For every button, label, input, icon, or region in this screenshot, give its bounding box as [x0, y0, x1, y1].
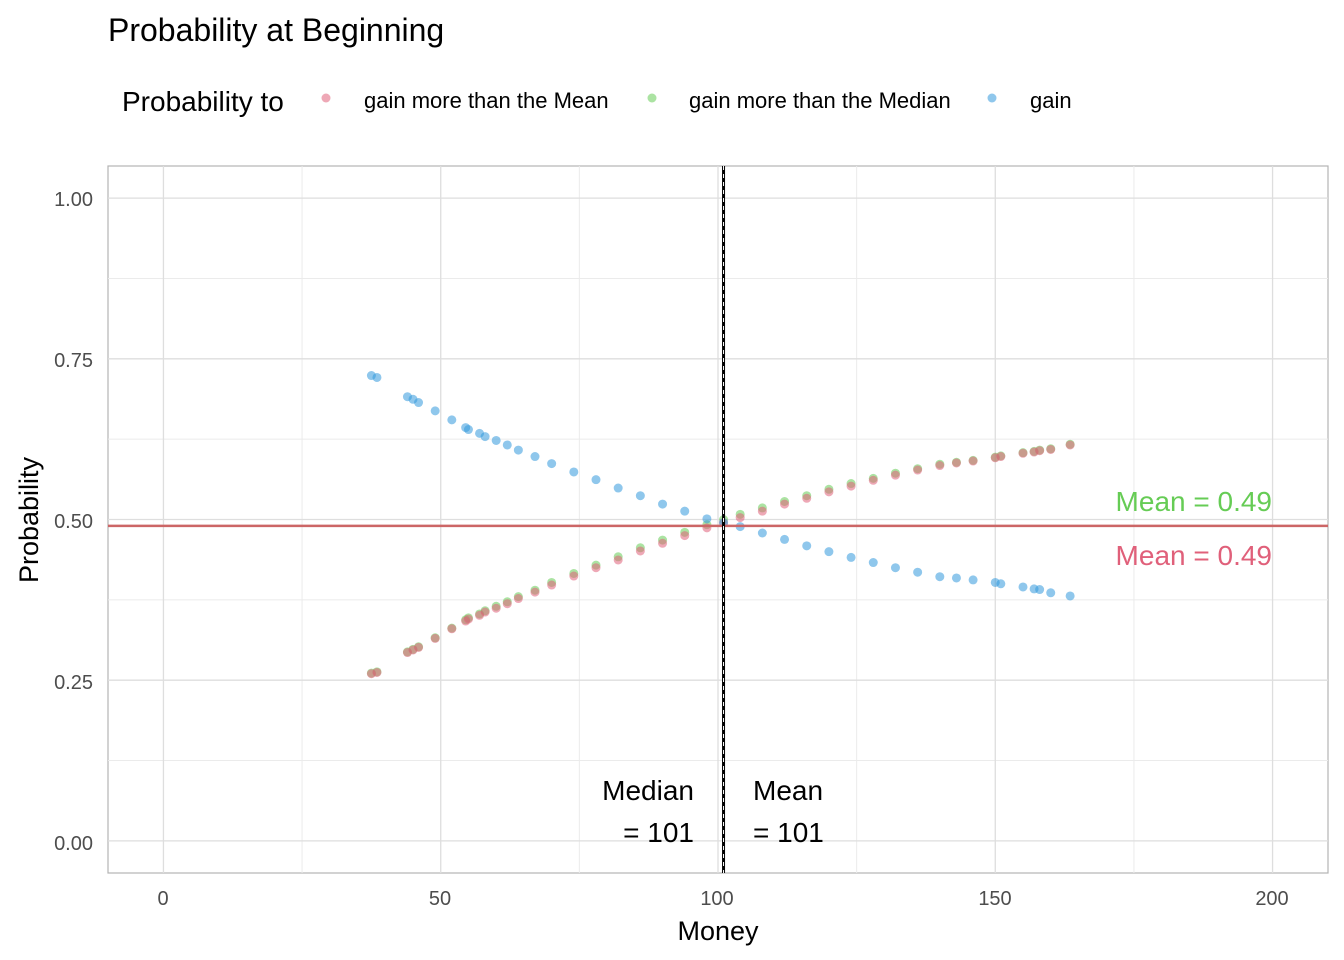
scatter-point	[658, 538, 668, 548]
scatter-point	[757, 506, 767, 516]
scatter-point	[613, 555, 623, 565]
scatter-point	[530, 587, 540, 597]
scatter-point	[702, 514, 712, 524]
scatter-point	[913, 567, 923, 577]
scatter-point	[868, 475, 878, 485]
scatter-point	[591, 475, 601, 485]
scatter-point	[868, 558, 878, 568]
scatter-point	[530, 452, 540, 462]
legend-key-median	[647, 93, 657, 103]
scatter-point	[824, 547, 834, 557]
scatter-point	[447, 624, 457, 634]
scatter-point	[414, 398, 424, 408]
y-tick-label: 0.75	[54, 350, 93, 372]
scatter-point	[1018, 448, 1028, 458]
scatter-point	[913, 465, 923, 475]
legend-key-mean	[321, 93, 331, 103]
scatter-point	[569, 571, 579, 581]
scatter-point	[502, 599, 512, 609]
scatter-point	[735, 513, 745, 523]
scatter-point	[372, 667, 382, 677]
legend-key-gain	[987, 93, 997, 103]
scatter-point	[968, 575, 978, 585]
legend-label-median: gain more than the Median	[689, 88, 951, 113]
scatter-point	[1035, 585, 1045, 595]
scatter-point	[1065, 591, 1075, 601]
y-tick-label: 1.00	[54, 189, 93, 211]
scatter-point	[1065, 440, 1075, 450]
scatter-point	[635, 546, 645, 556]
scatter-point	[613, 483, 623, 493]
scatter-point	[802, 493, 812, 503]
scatter-point	[463, 425, 473, 435]
scatter-point	[824, 487, 834, 497]
scatter-point	[430, 406, 440, 416]
scatter-point	[1035, 446, 1045, 456]
scatter-point	[780, 534, 790, 544]
y-axis-title: Probability	[14, 456, 44, 583]
mean-annotation-line2: = 101	[753, 817, 824, 848]
scatter-point	[890, 470, 900, 480]
x-tick-label: 200	[1255, 888, 1288, 910]
reference-lines	[108, 166, 1328, 873]
scatter-point	[846, 552, 856, 562]
scatter-point	[372, 372, 382, 382]
mean-annotation-line1: Mean	[753, 775, 823, 806]
scatter-point	[1046, 444, 1056, 454]
x-tick-label: 50	[429, 888, 451, 910]
scatter-point	[513, 445, 523, 455]
chart-title: Probability at Beginning	[108, 12, 444, 48]
scatter-point	[680, 531, 690, 541]
x-tick-label: 0	[157, 888, 168, 910]
median-annotation-line2: = 101	[623, 817, 694, 848]
legend-label-mean: gain more than the Mean	[364, 88, 609, 113]
scatter-point	[502, 440, 512, 450]
scatter-point	[757, 528, 767, 538]
scatter-point	[1046, 588, 1056, 598]
scatter-point	[951, 573, 961, 583]
scatter-point	[890, 563, 900, 573]
scatter-point	[414, 642, 424, 652]
scatter-point	[996, 579, 1006, 589]
y-tick-label: 0.00	[54, 833, 93, 855]
grid	[108, 166, 1328, 873]
scatter-point	[480, 607, 490, 617]
scatter-point	[491, 435, 501, 445]
x-tick-label: 100	[700, 888, 733, 910]
x-axis-title: Money	[677, 916, 759, 946]
scatter-point	[463, 614, 473, 624]
scatter-point	[547, 580, 557, 590]
x-tick-label: 150	[978, 888, 1011, 910]
scatter-point	[951, 458, 961, 468]
scatter-point	[430, 633, 440, 643]
scatter-point	[968, 456, 978, 466]
scatter-point	[547, 459, 557, 469]
scatter-point	[658, 499, 668, 509]
legend-title: Probability to	[122, 86, 284, 117]
scatter-point	[996, 452, 1006, 462]
median-annotation-line1: Median	[602, 775, 694, 806]
mean-label-green: Mean = 0.49	[1116, 486, 1272, 517]
scatter-point	[1018, 582, 1028, 592]
scatter-point	[635, 491, 645, 501]
y-tick-label: 0.25	[54, 672, 93, 694]
scatter-point	[780, 499, 790, 509]
axis-ticks: 0.00 0.25 0.50 0.75 1.00 0 50 100 150 20…	[54, 189, 1289, 910]
scatter-point	[513, 594, 523, 604]
scatter-point	[802, 541, 812, 551]
scatter-point	[591, 563, 601, 573]
scatter-point	[447, 415, 457, 425]
scatter-point	[569, 467, 579, 477]
scatter-point	[935, 461, 945, 471]
legend-label-gain: gain	[1030, 88, 1072, 113]
scatter-point	[480, 432, 490, 442]
scatter-point	[680, 506, 690, 516]
scatter-point	[491, 603, 501, 613]
scatter-point	[846, 481, 856, 491]
y-tick-label: 0.50	[54, 511, 93, 533]
mean-label-red: Mean = 0.49	[1116, 540, 1272, 571]
scatter-point	[935, 572, 945, 582]
legend: Probability to gain more than the Mean g…	[122, 86, 1072, 117]
